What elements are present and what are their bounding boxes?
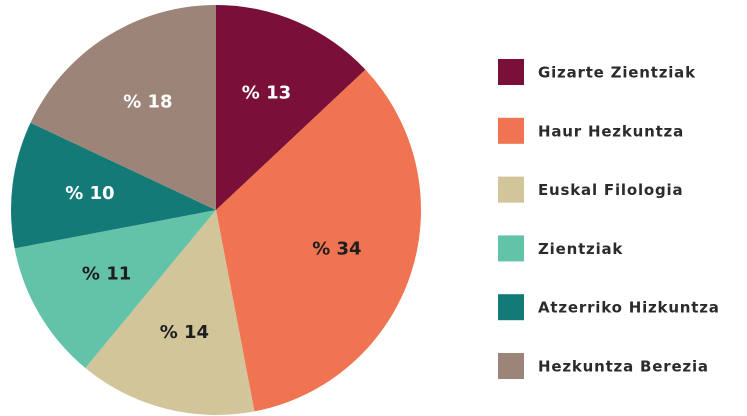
legend-swatch bbox=[498, 294, 524, 321]
legend-swatch bbox=[498, 176, 524, 203]
slice-label: % 14 bbox=[160, 322, 209, 343]
legend-label: Zientziak bbox=[538, 240, 623, 258]
legend-label: Hezkuntza Berezia bbox=[538, 358, 709, 376]
slice-label: % 10 bbox=[65, 183, 114, 204]
legend-label: Euskal Filologia bbox=[538, 181, 683, 199]
slice-label: % 34 bbox=[312, 238, 361, 259]
legend-swatch bbox=[498, 117, 524, 144]
slice-label: % 13 bbox=[242, 82, 291, 103]
pie-slice bbox=[216, 5, 366, 210]
legend-swatch bbox=[498, 59, 524, 85]
pie-slice bbox=[216, 69, 421, 412]
legend-swatch bbox=[498, 353, 524, 379]
legend-label: Atzerriko Hizkuntza bbox=[538, 299, 720, 317]
legend-label: Gizarte Zientziak bbox=[538, 64, 696, 82]
pie-slice bbox=[11, 122, 216, 249]
pie-slice bbox=[30, 5, 217, 210]
legend-label: Haur Hezkuntza bbox=[538, 122, 684, 140]
pie-slice bbox=[14, 210, 216, 368]
pie-slice bbox=[85, 210, 255, 415]
slice-label: % 11 bbox=[82, 264, 131, 285]
legend-swatch bbox=[498, 235, 524, 262]
slice-label: % 18 bbox=[123, 92, 172, 113]
